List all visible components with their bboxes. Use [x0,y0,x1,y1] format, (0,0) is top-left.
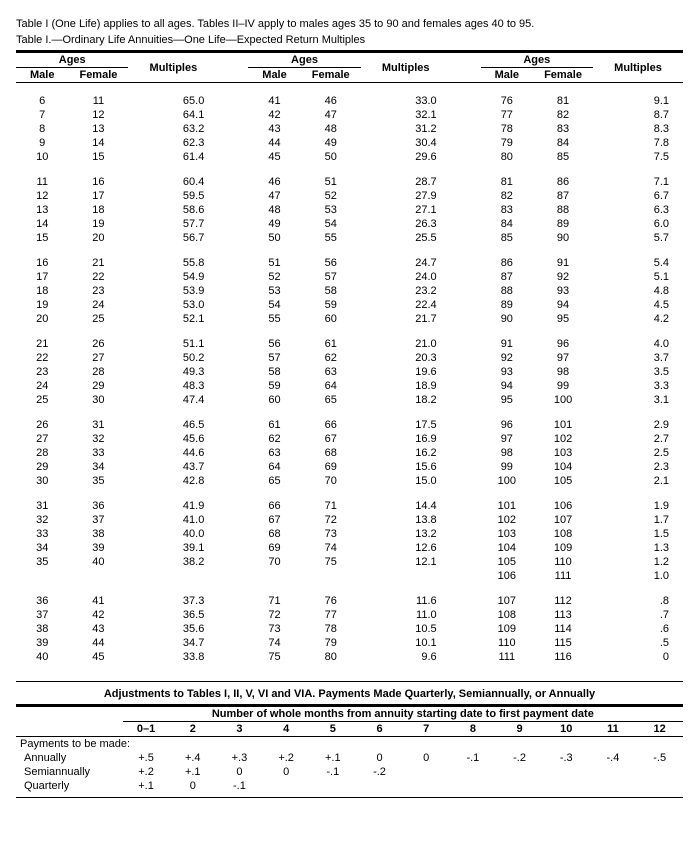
table-row: 81363.2434831.278838.3 [16,122,683,136]
adjustments-title: Adjustments to Tables I, II, V, VI and V… [16,688,683,700]
adj-col-header: 2 [169,722,216,737]
adj-row-label: Annually [16,751,123,765]
adj-row: Quarterly+.10-.1 [16,779,683,793]
adj-col-header: 11 [590,722,637,737]
table-row: 121759.5475227.982876.7 [16,189,683,203]
adj-col-header: 4 [263,722,310,737]
table-row: 61165.0414633.076819.1 [16,94,683,108]
table-row: 91462.3444930.479847.8 [16,136,683,150]
header-multiples: Multiples [361,53,451,82]
table-row: 374236.5727711.0108113.7 [16,608,683,622]
table-row: 333840.0687313.21031081.5 [16,527,683,541]
table-row: 404533.875809.61111160 [16,650,683,664]
adj-col-header: 3 [216,722,263,737]
table-row: 131858.6485327.183886.3 [16,203,683,217]
header-male: Male [248,68,300,83]
table-row: 1061111.0 [16,569,683,583]
table-row: 263146.5616617.5961012.9 [16,418,683,432]
adj-row-label: Semiannually [16,765,123,779]
header-male: Male [16,68,68,83]
adj-col-header: 9 [496,722,543,737]
table-row: 101561.4455029.680857.5 [16,150,683,164]
table-row: 222750.2576220.392973.7 [16,351,683,365]
table-row: 313641.9667114.41011061.9 [16,499,683,513]
adj-col-header: 0–1 [123,722,170,737]
adj-subhead: Number of whole months from annuity star… [123,707,683,722]
header-female: Female [301,68,361,83]
table-row: 303542.8657015.01001052.1 [16,474,683,488]
table-title: Table I.—Ordinary Life Annuities—One Lif… [16,34,683,46]
adj-col-header: 6 [356,722,403,737]
table-row: 384335.6737810.5109114.6 [16,622,683,636]
adj-col-header: 12 [636,722,683,737]
adj-row-label: Quarterly [16,779,123,793]
header-ages: Ages [16,53,128,68]
header-ages: Ages [248,53,360,68]
table-row: 182353.9535823.288934.8 [16,284,683,298]
table-row: 343939.1697412.61041091.3 [16,541,683,555]
table-row: 202552.1556021.790954.2 [16,312,683,326]
table-row: 141957.7495426.384896.0 [16,217,683,231]
table-row: 293443.7646915.6991042.3 [16,460,683,474]
table-row: 394434.7747910.1110115.5 [16,636,683,650]
table-row: 354038.2707512.11051101.2 [16,555,683,569]
adj-col-header: 5 [309,722,356,737]
table-row: 192453.0545922.489944.5 [16,298,683,312]
adj-col-header: 10 [543,722,590,737]
header-ages: Ages [481,53,593,68]
header-female: Female [533,68,593,83]
header-multiples: Multiples [593,53,683,82]
note-caption: Table I (One Life) applies to all ages. … [16,18,683,30]
table-row: 273245.6626716.9971022.7 [16,432,683,446]
adj-row: Semiannually+.2+.100-.1-.2 [16,765,683,779]
adj-col-header: 7 [403,722,450,737]
table-row: 152056.7505525.585905.7 [16,231,683,245]
table-row: 253047.4606518.2951003.1 [16,393,683,407]
table-row: 162155.8515624.786915.4 [16,256,683,270]
adj-rowhead: Payments to be made: [16,737,683,751]
adj-col-header: 8 [450,722,497,737]
table-row: 283344.6636816.2981032.5 [16,446,683,460]
rule [16,681,683,682]
table-row: 242948.3596418.994993.3 [16,379,683,393]
header-female: Female [68,68,128,83]
header-male: Male [481,68,533,83]
header-multiples: Multiples [128,53,218,82]
table-row: 232849.3586319.693983.5 [16,365,683,379]
table-row: 111660.4465128.781867.1 [16,175,683,189]
adjustments-table: Number of whole months from annuity star… [16,707,683,793]
table-row: 71264.1424732.177828.7 [16,108,683,122]
table-row: 212651.1566121.091964.0 [16,337,683,351]
table-row: 364137.3717611.6107112.8 [16,594,683,608]
table-row: 172254.9525724.087925.1 [16,270,683,284]
table-row: 323741.0677213.81021071.7 [16,513,683,527]
rule [16,797,683,798]
adj-row: Annually+.5+.4+.3+.2+.100-.1-.2-.3-.4-.5 [16,751,683,765]
annuity-table: Ages Multiples Ages Multiples Ages Multi… [16,53,683,675]
